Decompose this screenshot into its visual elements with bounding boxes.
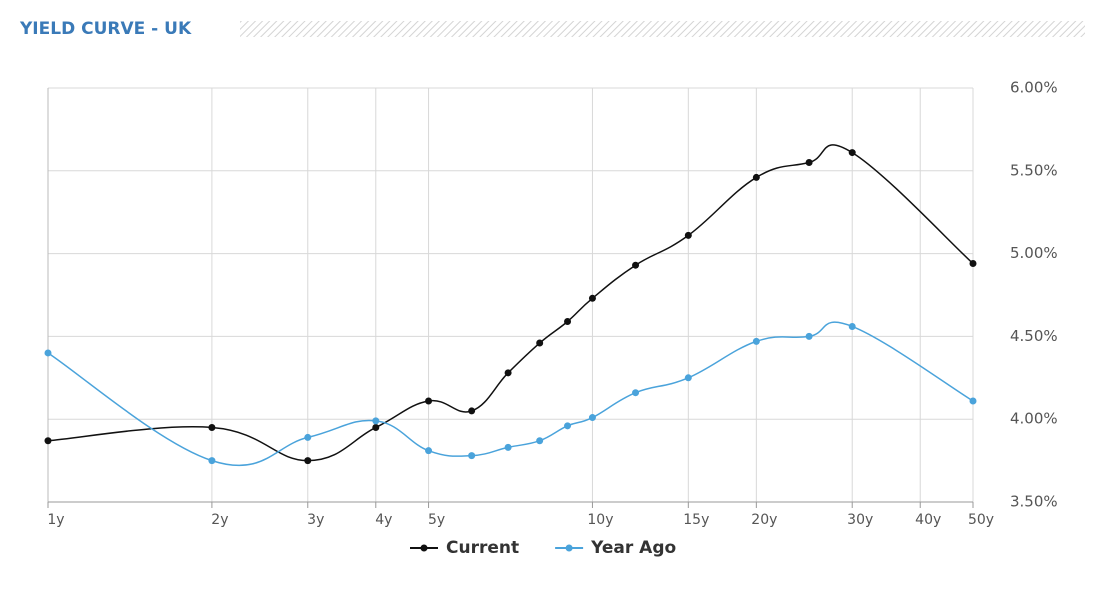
legend-label: Year Ago xyxy=(590,538,676,558)
data-point xyxy=(425,397,433,405)
data-point xyxy=(588,294,596,302)
data-point xyxy=(969,260,977,268)
x-tick-label: 1y xyxy=(47,512,64,528)
data-point xyxy=(805,159,813,167)
data-point xyxy=(372,417,380,425)
x-tick-label: 20y xyxy=(751,512,777,528)
x-tick-label: 40y xyxy=(915,512,941,528)
data-point xyxy=(44,437,52,445)
data-point xyxy=(752,173,760,181)
y-tick-label: 4.50% xyxy=(1010,327,1058,345)
x-tick-label: 3y xyxy=(307,512,324,528)
legend-label: Current xyxy=(446,538,519,558)
data-point xyxy=(304,433,312,441)
x-tick-label: 30y xyxy=(847,512,873,528)
data-point xyxy=(632,389,640,397)
y-tick-label: 5.50% xyxy=(1010,161,1058,179)
y-tick-label: 5.00% xyxy=(1010,244,1058,262)
x-tick-label: 10y xyxy=(587,512,613,528)
data-point xyxy=(805,332,813,340)
data-point xyxy=(468,407,476,415)
title-decoration xyxy=(240,21,1085,37)
data-point xyxy=(468,452,476,460)
data-point xyxy=(208,423,216,431)
data-point xyxy=(632,261,640,269)
data-point xyxy=(44,349,52,357)
data-point xyxy=(504,443,512,451)
data-point xyxy=(564,422,572,430)
data-point xyxy=(969,397,977,405)
data-point xyxy=(564,317,572,325)
legend-swatch-dot xyxy=(420,544,428,552)
data-point xyxy=(588,414,596,422)
data-point xyxy=(752,337,760,345)
x-tick-label: 50y xyxy=(968,512,994,528)
y-tick-label: 3.50% xyxy=(1010,493,1058,511)
chart-title: YIELD CURVE - UK xyxy=(19,19,192,39)
data-point xyxy=(848,149,856,157)
data-point xyxy=(536,437,544,445)
data-point xyxy=(372,423,380,431)
series-line xyxy=(47,144,974,462)
x-tick-label: 2y xyxy=(211,512,228,528)
data-point xyxy=(425,447,433,455)
x-tick-label: 15y xyxy=(683,512,709,528)
y-tick-label: 4.00% xyxy=(1010,410,1058,428)
data-point xyxy=(684,231,692,239)
data-point xyxy=(536,339,544,347)
x-tick-label: 5y xyxy=(428,512,445,528)
data-point xyxy=(684,374,692,382)
x-tick-label: 4y xyxy=(375,512,392,528)
y-tick-label: 6.00% xyxy=(1010,79,1058,97)
data-point xyxy=(848,322,856,330)
data-point xyxy=(304,457,312,465)
data-point xyxy=(208,457,216,465)
series-line xyxy=(47,321,974,467)
legend-swatch-dot xyxy=(565,544,573,552)
data-point xyxy=(504,369,512,377)
